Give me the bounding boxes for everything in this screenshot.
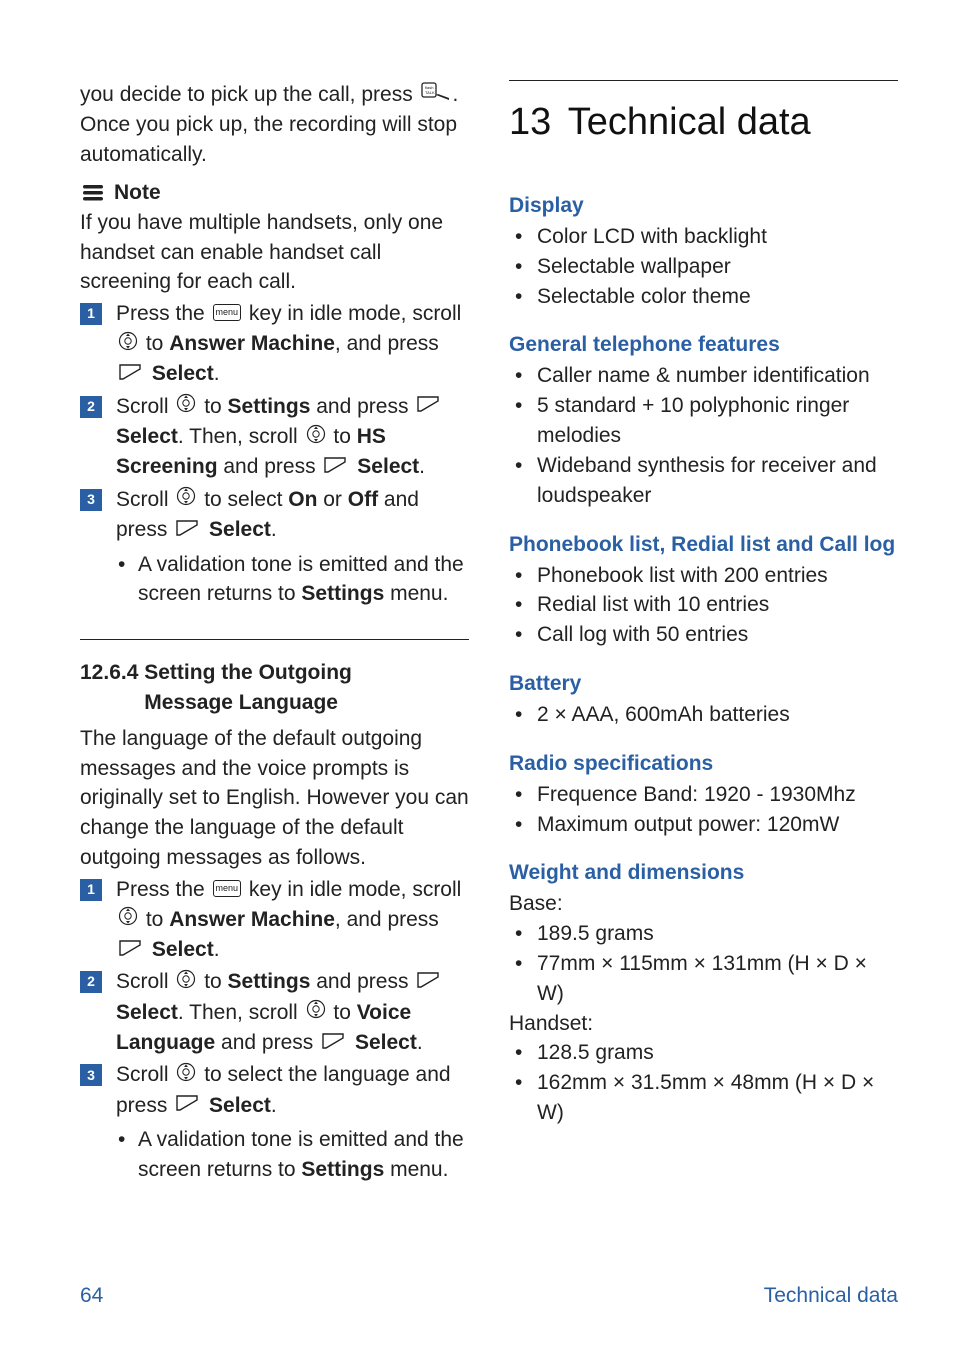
chapter-rule bbox=[509, 80, 898, 81]
radio-heading: Radio specifications bbox=[509, 752, 898, 776]
nav-wheel-icon bbox=[306, 998, 326, 1028]
talk-key-icon: flashTALK bbox=[421, 81, 451, 111]
step-number-2: 2 bbox=[80, 396, 102, 418]
intro-paragraph: you decide to pick up the call, press fl… bbox=[80, 80, 469, 170]
softkey-icon bbox=[416, 968, 442, 998]
softkey-icon bbox=[118, 936, 144, 966]
chapter-number: 13 bbox=[509, 101, 551, 143]
nav-wheel-icon bbox=[176, 1061, 196, 1091]
display-heading: Display bbox=[509, 194, 898, 218]
softkey-icon bbox=[321, 1029, 347, 1059]
softkey-icon bbox=[175, 1091, 201, 1121]
nav-wheel-icon bbox=[306, 423, 326, 453]
note-text: If you have multiple handsets, only one … bbox=[80, 208, 469, 297]
phonebook-list: Phonebook list with 200 entries Redial l… bbox=[509, 561, 898, 650]
display-list: Color LCD with backlight Selectable wall… bbox=[509, 222, 898, 311]
list-item: Selectable wallpaper bbox=[509, 252, 898, 282]
list-item: Redial list with 10 entries bbox=[509, 590, 898, 620]
list-item: Call log with 50 entries bbox=[509, 620, 898, 650]
steps-list-2: 1 Press the menu key in idle mode, scrol… bbox=[80, 875, 469, 1185]
chapter-heading: 13 Technical data bbox=[509, 101, 898, 144]
step-3: 3 Scroll to select On or Off and press S… bbox=[80, 485, 469, 609]
list-item: 128.5 grams bbox=[509, 1038, 898, 1068]
svg-text:TALK: TALK bbox=[425, 90, 435, 95]
note-icon bbox=[80, 182, 106, 204]
note-label: Note bbox=[114, 178, 161, 208]
base-label: Base: bbox=[509, 889, 898, 919]
step-3-result: A validation tone is emitted and the scr… bbox=[116, 550, 469, 610]
list-item: Frequence Band: 1920 - 1930Mhz bbox=[509, 780, 898, 810]
note-row: Note bbox=[80, 178, 469, 208]
weight-heading: Weight and dimensions bbox=[509, 861, 898, 885]
step-1: 1 Press the menu key in idle mode, scrol… bbox=[80, 299, 469, 390]
list-item: 2 × AAA, 600mAh batteries bbox=[509, 700, 898, 730]
radio-list: Frequence Band: 1920 - 1930Mhz Maximum o… bbox=[509, 780, 898, 840]
list-item: Caller name & number identification bbox=[509, 361, 898, 391]
step-number-3: 3 bbox=[80, 489, 102, 511]
base-list: 189.5 grams 77mm × 115mm × 131mm (H × D … bbox=[509, 919, 898, 1008]
footer-label: Technical data bbox=[764, 1284, 898, 1308]
battery-heading: Battery bbox=[509, 672, 898, 696]
step2-3-result: A validation tone is emitted and the scr… bbox=[116, 1125, 469, 1185]
page-number: 64 bbox=[80, 1284, 103, 1308]
nav-wheel-icon bbox=[118, 330, 138, 360]
steps-list-1: 1 Press the menu key in idle mode, scrol… bbox=[80, 299, 469, 609]
subsection-title: 12.6.4 Setting the Outgoing Message Lang… bbox=[80, 658, 469, 718]
telephone-heading: General telephone features bbox=[509, 333, 898, 357]
step-number-1: 1 bbox=[80, 303, 102, 325]
softkey-icon bbox=[323, 453, 349, 483]
subsection-text: The language of the default outgoing mes… bbox=[80, 724, 469, 873]
nav-wheel-icon bbox=[176, 485, 196, 515]
list-item: Wideband synthesis for receiver and loud… bbox=[509, 451, 898, 511]
step2-2: 2 Scroll to Settings and press Select. T… bbox=[80, 967, 469, 1058]
handset-label: Handset: bbox=[509, 1009, 898, 1039]
list-item: 162mm × 31.5mm × 48mm (H × D × W) bbox=[509, 1068, 898, 1128]
nav-wheel-icon bbox=[118, 905, 138, 935]
list-item: Selectable color theme bbox=[509, 282, 898, 312]
chapter-title: Technical data bbox=[568, 101, 811, 143]
step-number-2: 2 bbox=[80, 971, 102, 993]
list-item: Maximum output power: 120mW bbox=[509, 810, 898, 840]
step-number-3: 3 bbox=[80, 1064, 102, 1086]
step-number-1: 1 bbox=[80, 879, 102, 901]
list-item: 77mm × 115mm × 131mm (H × D × W) bbox=[509, 949, 898, 1009]
handset-list: 128.5 grams 162mm × 31.5mm × 48mm (H × D… bbox=[509, 1038, 898, 1127]
menu-key-icon: menu bbox=[213, 304, 242, 321]
menu-key-icon: menu bbox=[213, 880, 242, 897]
right-column: 13 Technical data Display Color LCD with… bbox=[509, 80, 898, 1187]
softkey-icon bbox=[416, 392, 442, 422]
nav-wheel-icon bbox=[176, 968, 196, 998]
softkey-icon bbox=[175, 516, 201, 546]
softkey-icon bbox=[118, 360, 144, 390]
list-item: Color LCD with backlight bbox=[509, 222, 898, 252]
battery-list: 2 × AAA, 600mAh batteries bbox=[509, 700, 898, 730]
list-item: 5 standard + 10 polyphonic ringer melodi… bbox=[509, 391, 898, 451]
step2-1: 1 Press the menu key in idle mode, scrol… bbox=[80, 875, 469, 966]
phonebook-heading: Phonebook list, Redial list and Call log bbox=[509, 533, 898, 557]
left-column: you decide to pick up the call, press fl… bbox=[80, 80, 469, 1187]
step-2: 2 Scroll to Settings and press Select. T… bbox=[80, 392, 469, 483]
list-item: 189.5 grams bbox=[509, 919, 898, 949]
separator bbox=[80, 639, 469, 640]
footer: 64 Technical data bbox=[80, 1284, 898, 1308]
intro-text-a: you decide to pick up the call, press bbox=[80, 83, 419, 106]
list-item: Phonebook list with 200 entries bbox=[509, 561, 898, 591]
telephone-list: Caller name & number identification 5 st… bbox=[509, 361, 898, 510]
nav-wheel-icon bbox=[176, 392, 196, 422]
step2-3: 3 Scroll to select the language and pres… bbox=[80, 1060, 469, 1184]
